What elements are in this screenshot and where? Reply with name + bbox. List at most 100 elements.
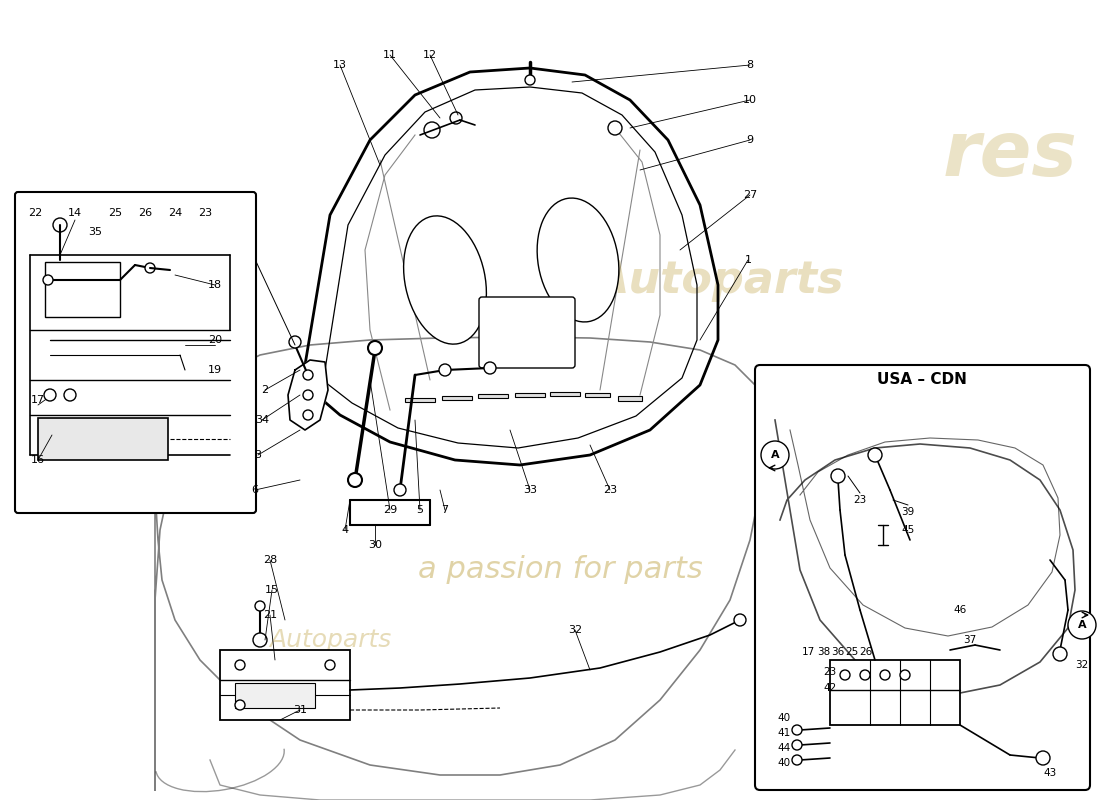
Circle shape xyxy=(43,275,53,285)
Circle shape xyxy=(302,410,313,420)
Text: res: res xyxy=(943,118,1077,192)
FancyBboxPatch shape xyxy=(755,365,1090,790)
Text: 23: 23 xyxy=(198,208,212,218)
Text: 45: 45 xyxy=(901,525,914,535)
Circle shape xyxy=(145,263,155,273)
Circle shape xyxy=(44,389,56,401)
Circle shape xyxy=(439,364,451,376)
Text: 23: 23 xyxy=(824,667,837,677)
Circle shape xyxy=(860,670,870,680)
Text: 29: 29 xyxy=(383,505,397,515)
Text: 44: 44 xyxy=(778,743,791,753)
Text: 36: 36 xyxy=(832,647,845,657)
Text: 26: 26 xyxy=(859,647,872,657)
Circle shape xyxy=(255,601,265,611)
Text: 5: 5 xyxy=(417,505,424,515)
Bar xyxy=(515,393,544,397)
Circle shape xyxy=(1068,611,1096,639)
Text: 30: 30 xyxy=(368,540,382,550)
Text: 32: 32 xyxy=(1076,660,1089,670)
FancyBboxPatch shape xyxy=(478,297,575,368)
Bar xyxy=(830,660,960,725)
Circle shape xyxy=(394,484,406,496)
Text: 2: 2 xyxy=(262,385,268,395)
Text: 35: 35 xyxy=(88,227,102,237)
Circle shape xyxy=(302,390,313,400)
Text: 15: 15 xyxy=(265,585,279,595)
Bar xyxy=(39,418,168,460)
Circle shape xyxy=(53,218,67,232)
Text: 13: 13 xyxy=(333,60,346,70)
Text: 26: 26 xyxy=(138,208,152,218)
Text: 14: 14 xyxy=(68,208,82,218)
Text: 27: 27 xyxy=(742,190,757,200)
Circle shape xyxy=(792,725,802,735)
Text: 11: 11 xyxy=(383,50,397,60)
Circle shape xyxy=(1036,751,1050,765)
Circle shape xyxy=(484,362,496,374)
Text: Autoparts: Autoparts xyxy=(595,258,845,302)
Text: 25: 25 xyxy=(108,208,122,218)
Text: 39: 39 xyxy=(901,507,914,517)
Text: Autoparts: Autoparts xyxy=(268,628,392,652)
Circle shape xyxy=(868,448,882,462)
Circle shape xyxy=(608,121,622,135)
Text: 20: 20 xyxy=(208,335,222,345)
Text: 22: 22 xyxy=(28,208,42,218)
Text: 33: 33 xyxy=(522,485,537,495)
Text: 41: 41 xyxy=(778,728,791,738)
Text: 23: 23 xyxy=(854,495,867,505)
Text: 3: 3 xyxy=(254,450,262,460)
Bar xyxy=(235,683,315,708)
Bar xyxy=(220,650,350,720)
Text: 31: 31 xyxy=(293,705,307,715)
Text: 16: 16 xyxy=(31,455,45,465)
Text: 21: 21 xyxy=(263,610,277,620)
Circle shape xyxy=(324,660,336,670)
Circle shape xyxy=(253,633,267,647)
Text: 37: 37 xyxy=(964,635,977,645)
Circle shape xyxy=(450,112,462,124)
Polygon shape xyxy=(288,360,328,430)
Text: 1: 1 xyxy=(745,255,751,265)
Circle shape xyxy=(792,755,802,765)
Circle shape xyxy=(734,614,746,626)
FancyBboxPatch shape xyxy=(15,192,256,513)
Text: 42: 42 xyxy=(824,683,837,693)
Circle shape xyxy=(368,341,382,355)
Text: 18: 18 xyxy=(208,280,222,290)
Text: A: A xyxy=(1078,620,1087,630)
Circle shape xyxy=(302,370,313,380)
Circle shape xyxy=(289,336,301,348)
Circle shape xyxy=(900,670,910,680)
Bar xyxy=(585,393,611,397)
Circle shape xyxy=(792,740,802,750)
Bar xyxy=(45,262,120,317)
Text: 17: 17 xyxy=(31,395,45,405)
Text: 12: 12 xyxy=(422,50,437,60)
Text: 43: 43 xyxy=(1044,768,1057,778)
Text: 7: 7 xyxy=(441,505,449,515)
Text: 8: 8 xyxy=(747,60,754,70)
Bar xyxy=(478,394,508,398)
Text: 38: 38 xyxy=(817,647,830,657)
Ellipse shape xyxy=(537,198,619,322)
Circle shape xyxy=(424,122,440,138)
Text: 25: 25 xyxy=(846,647,859,657)
Bar xyxy=(618,396,642,401)
Text: 40: 40 xyxy=(778,758,791,768)
Circle shape xyxy=(761,441,789,469)
Text: 40: 40 xyxy=(778,713,791,723)
Circle shape xyxy=(235,660,245,670)
Text: 34: 34 xyxy=(255,415,270,425)
Circle shape xyxy=(235,700,245,710)
Circle shape xyxy=(880,670,890,680)
Circle shape xyxy=(525,75,535,85)
Ellipse shape xyxy=(404,216,486,344)
Text: 9: 9 xyxy=(747,135,754,145)
Bar xyxy=(442,396,472,400)
Text: A: A xyxy=(771,450,779,460)
Bar xyxy=(405,398,435,402)
Bar xyxy=(550,392,580,396)
Text: 28: 28 xyxy=(263,555,277,565)
